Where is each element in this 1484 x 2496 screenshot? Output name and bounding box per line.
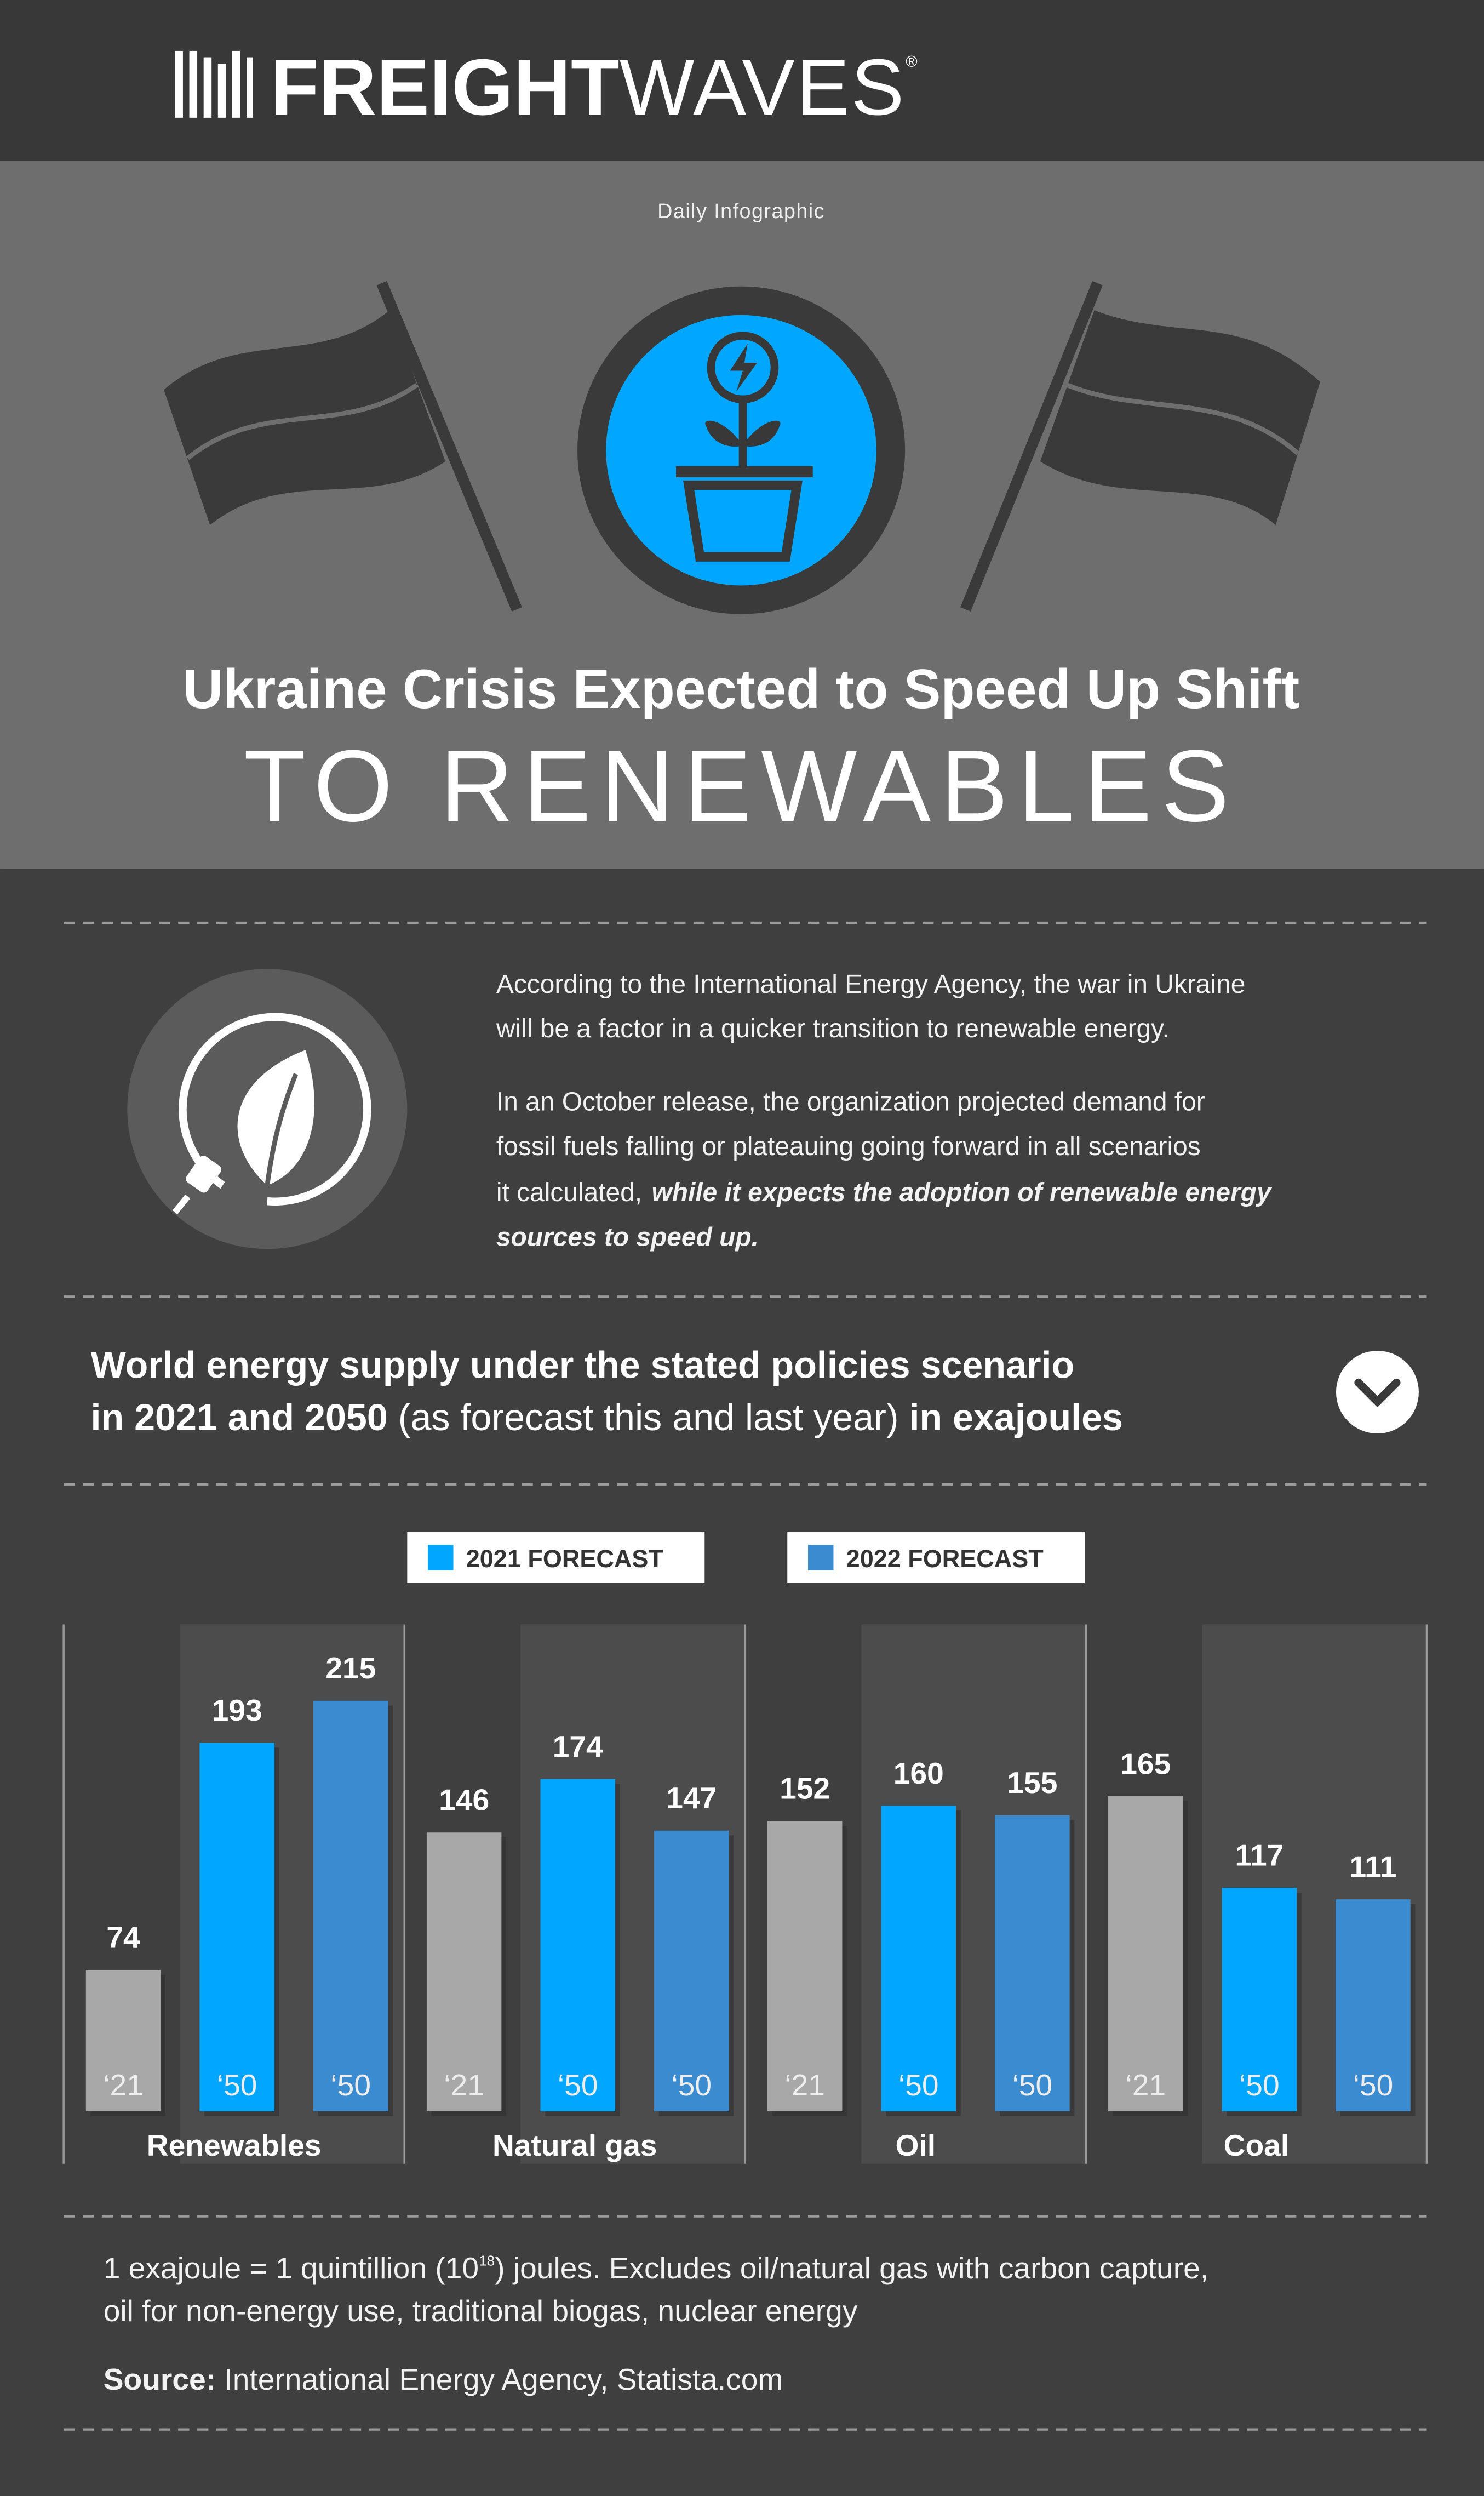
value-label: 174 [553, 1729, 603, 1763]
bar [767, 1821, 843, 2111]
value-label: 152 [780, 1772, 830, 1806]
bar-year-label: ‘50 [672, 2068, 712, 2102]
bar-year-label: ‘50 [558, 2068, 598, 2102]
bar [540, 1779, 615, 2111]
intro-emphasis: while it expects the adoption of renewab… [652, 1178, 1273, 1207]
bar-year-label: ‘50 [1239, 2068, 1280, 2102]
category-label: Coal [1224, 2128, 1290, 2162]
intro-line: will be a factor in a quicker transition… [496, 1014, 1170, 1043]
bar-year-label: ‘50 [217, 2068, 257, 2102]
plug-leaf-icon [127, 969, 408, 1249]
legend-box [787, 1532, 1085, 1583]
intro-line: it calculated, while it expects the adopt… [496, 1178, 1273, 1207]
value-label: 74 [106, 1920, 140, 1954]
legend-box [407, 1532, 705, 1583]
source-text: International Energy Agency, Statista.co… [216, 2362, 783, 2396]
intro-emphasis: sources to speed up. [496, 1223, 759, 1252]
bar-year-label: ‘50 [898, 2068, 939, 2102]
intro-line: According to the International Energy Ag… [496, 970, 1245, 999]
bar [654, 1830, 729, 2111]
footnote-superscript: 18 [479, 2253, 495, 2269]
value-label: 193 [212, 1693, 262, 1727]
value-label: 165 [1120, 1746, 1171, 1780]
category-label: Oil [896, 2128, 936, 2162]
source-label: Source: [104, 2362, 216, 2396]
logo-icon [175, 50, 253, 118]
intro-line: In an October release, the organization … [496, 1088, 1205, 1117]
bar [426, 1832, 502, 2111]
value-label: 111 [1349, 1850, 1396, 1884]
brand-bold: FREIGHT [271, 43, 620, 132]
footnote-line: oil for non-energy use, traditional biog… [104, 2294, 858, 2328]
intro-line: fossil fuels falling or plateauing going… [496, 1132, 1201, 1161]
category-label: Natural gas [492, 2128, 657, 2162]
title-large: TO RENEWABLES [244, 729, 1239, 843]
bar [313, 1700, 388, 2111]
legend-swatch [807, 1545, 834, 1570]
value-label: 155 [1007, 1766, 1057, 1800]
registered: ® [906, 53, 917, 71]
intro-text: it calculated, [496, 1178, 642, 1207]
value-label: 160 [893, 1756, 944, 1790]
title: Ukraine Crisis Expected to Speed Up Shif… [183, 658, 1299, 720]
chart-title-part: in 2021 and 2050 [91, 1397, 388, 1438]
intro: According to the International Energy Ag… [496, 970, 1273, 1252]
bar [995, 1815, 1070, 2111]
bar [1336, 1899, 1411, 2111]
bar-year-label: ‘21 [784, 2068, 825, 2102]
bar-year-label: ‘50 [1353, 2068, 1394, 2102]
bar [881, 1806, 956, 2111]
flag-right [960, 281, 1320, 612]
bar-year-label: ‘21 [103, 2068, 144, 2102]
bar-year-label: ‘50 [330, 2068, 371, 2102]
flag-left [164, 281, 523, 612]
footnote-text: ) joules. Excludes oil/natural gas with … [495, 2251, 1208, 2285]
plant-icon [577, 286, 906, 614]
footnote-line: 1 exajoule = 1 quintillion (1018) joules… [104, 2251, 1208, 2285]
footnote-text: 1 exajoule = 1 quintillion (10 [104, 2251, 479, 2285]
brand: FREIGHTWAVES® [271, 43, 918, 132]
kicker: Daily Infographic [657, 199, 825, 222]
value-label: 117 [1235, 1838, 1284, 1872]
value-label: 146 [439, 1783, 489, 1817]
bar-year-label: ‘50 [1012, 2068, 1053, 2102]
chart-title-line: World energy supply under the stated pol… [91, 1344, 1075, 1386]
chevron-button[interactable] [1336, 1351, 1419, 1434]
bar-year-label: ‘21 [1125, 2068, 1166, 2102]
chart-title-part: World energy supply under the stated pol… [91, 1344, 1075, 1386]
category-label: Renewables [147, 2128, 322, 2162]
brand-light: WAVES [620, 43, 906, 132]
value-label: 215 [325, 1651, 376, 1685]
bar [1222, 1888, 1297, 2111]
chart-title-part: (as forecast this and last year) [388, 1397, 899, 1438]
chart: World energy supply under the stated pol… [62, 1344, 1428, 2164]
source: Source: International Energy Agency, Sta… [104, 2362, 783, 2396]
legend-label: 2021 FORECAST [466, 1545, 663, 1573]
bar [85, 1970, 161, 2111]
footnote: 1 exajoule = 1 quintillion (1018) joules… [104, 2251, 1208, 2396]
value-label: 147 [666, 1781, 717, 1815]
bar-year-label: ‘21 [444, 2068, 484, 2102]
bar [1108, 1796, 1183, 2111]
legend-label: 2022 FORECAST [846, 1545, 1044, 1573]
bar [199, 1743, 274, 2111]
separators [64, 921, 1427, 2431]
chart-title-line: in 2021 and 2050 (as forecast this and l… [91, 1397, 1124, 1438]
chart-title-part: in exajoules [899, 1397, 1123, 1438]
legend-swatch [428, 1545, 454, 1570]
